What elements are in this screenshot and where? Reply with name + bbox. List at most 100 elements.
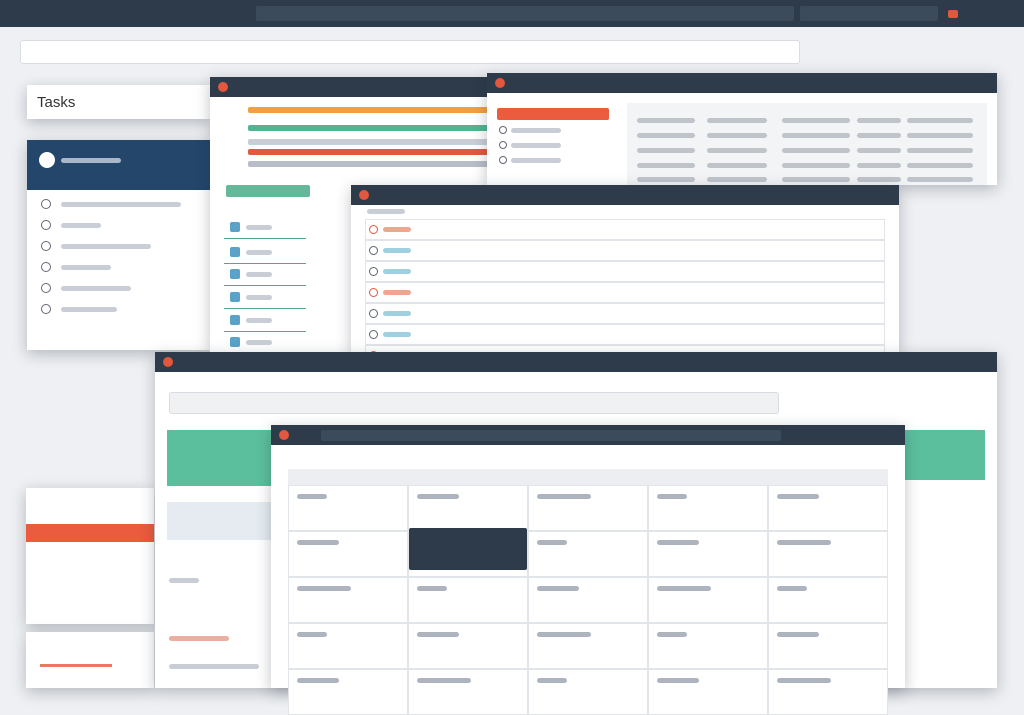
window-title-bar <box>487 73 997 93</box>
calendar-cell[interactable] <box>408 623 528 669</box>
progress-bar <box>248 125 488 131</box>
search-field[interactable] <box>169 392 779 414</box>
calendar-cell[interactable] <box>768 623 888 669</box>
calendar-cell[interactable] <box>408 485 528 531</box>
text-placeholder <box>297 632 327 637</box>
list-icon[interactable] <box>41 241 51 251</box>
text-placeholder <box>383 311 411 316</box>
text-placeholder <box>782 148 850 153</box>
window <box>487 73 997 185</box>
calendar-cell[interactable] <box>648 623 768 669</box>
text-placeholder <box>383 248 411 253</box>
list-icon[interactable] <box>230 315 240 325</box>
text-placeholder <box>383 290 411 295</box>
row[interactable] <box>365 240 885 261</box>
search-field[interactable] <box>800 6 938 21</box>
calendar-cell[interactable] <box>288 485 408 531</box>
calendar-cell[interactable] <box>408 669 528 715</box>
text-placeholder <box>657 678 699 683</box>
list-icon[interactable] <box>230 247 240 257</box>
list-icon[interactable] <box>230 222 240 232</box>
text-placeholder <box>537 632 591 637</box>
calendar-cell[interactable] <box>528 577 648 623</box>
list-icon[interactable] <box>230 337 240 347</box>
list-icon[interactable] <box>230 269 240 279</box>
calendar-cell[interactable] <box>768 669 888 715</box>
window-title-bar <box>155 352 997 372</box>
tab[interactable] <box>497 108 609 120</box>
text-placeholder <box>61 265 111 270</box>
calendar-cell[interactable] <box>288 623 408 669</box>
text-placeholder <box>657 632 687 637</box>
list-icon[interactable] <box>41 199 51 209</box>
text-placeholder <box>417 586 447 591</box>
content-panel <box>627 103 987 185</box>
text-placeholder <box>777 586 807 591</box>
text-placeholder <box>657 586 711 591</box>
text-placeholder <box>857 177 901 182</box>
text-placeholder <box>782 163 850 168</box>
calendar-cell[interactable] <box>648 669 768 715</box>
search-field[interactable] <box>321 430 781 441</box>
text-placeholder <box>61 244 151 249</box>
text-placeholder <box>417 494 459 499</box>
calendar-cell[interactable] <box>528 669 648 715</box>
list-icon[interactable] <box>41 304 51 314</box>
calendar-cell[interactable] <box>528 485 648 531</box>
list-icon[interactable] <box>41 283 51 293</box>
text-placeholder <box>657 494 687 499</box>
row[interactable] <box>365 282 885 303</box>
window-icon <box>359 190 369 200</box>
calendar-cell[interactable] <box>768 531 888 577</box>
calendar-cell[interactable] <box>288 531 408 577</box>
text-placeholder <box>246 225 272 230</box>
event-popup[interactable] <box>409 528 527 570</box>
panel <box>167 430 271 486</box>
list-icon[interactable] <box>41 262 51 272</box>
header-row <box>288 469 888 485</box>
calendar-cell[interactable] <box>648 485 768 531</box>
row[interactable] <box>365 219 885 240</box>
accent-line <box>40 664 112 667</box>
list-icon <box>499 126 507 134</box>
text-placeholder <box>511 143 561 148</box>
row[interactable] <box>365 261 885 282</box>
search-field[interactable] <box>20 40 800 64</box>
divider <box>224 285 306 286</box>
list-icon <box>499 141 507 149</box>
text-placeholder <box>246 295 272 300</box>
calendar-cell[interactable] <box>648 531 768 577</box>
tab[interactable] <box>226 185 310 197</box>
text-placeholder <box>857 118 901 123</box>
window-title-bar <box>351 185 899 205</box>
text-placeholder <box>367 209 405 214</box>
text-placeholder <box>707 118 767 123</box>
calendar-cell[interactable] <box>528 531 648 577</box>
notification-icon[interactable] <box>948 10 958 18</box>
calendar-cell[interactable] <box>648 577 768 623</box>
calendar-cell[interactable] <box>768 577 888 623</box>
row-icon <box>369 246 378 255</box>
panel <box>905 430 985 480</box>
calendar-cell[interactable] <box>288 577 408 623</box>
progress-bar <box>248 107 488 113</box>
calendar-cell[interactable] <box>288 669 408 715</box>
text-placeholder <box>297 586 351 591</box>
text-placeholder <box>707 148 767 153</box>
row[interactable] <box>365 303 885 324</box>
list-icon[interactable] <box>230 292 240 302</box>
sidebar-card <box>27 140 210 350</box>
text-placeholder <box>61 158 121 163</box>
text-placeholder <box>537 678 567 683</box>
calendar-window <box>271 425 905 715</box>
panel[interactable] <box>167 502 271 540</box>
text-placeholder <box>383 269 411 274</box>
calendar-cell[interactable] <box>768 485 888 531</box>
calendar-cell[interactable] <box>528 623 648 669</box>
row[interactable] <box>365 324 885 345</box>
list-icon[interactable] <box>41 220 51 230</box>
calendar-cell[interactable] <box>408 577 528 623</box>
divider <box>224 308 306 309</box>
search-field[interactable] <box>256 6 794 21</box>
text-placeholder <box>383 332 411 337</box>
